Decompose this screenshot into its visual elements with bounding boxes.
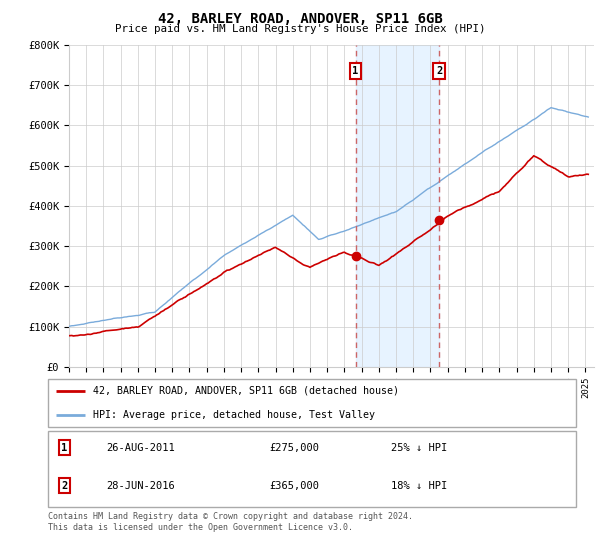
- Text: 28-JUN-2016: 28-JUN-2016: [106, 480, 175, 491]
- Text: 18% ↓ HPI: 18% ↓ HPI: [391, 480, 448, 491]
- Text: Price paid vs. HM Land Registry's House Price Index (HPI): Price paid vs. HM Land Registry's House …: [115, 24, 485, 34]
- Text: 1: 1: [352, 66, 359, 76]
- FancyBboxPatch shape: [48, 379, 576, 427]
- Text: 1: 1: [61, 443, 67, 453]
- Text: 2: 2: [61, 480, 67, 491]
- Text: 42, BARLEY ROAD, ANDOVER, SP11 6GB (detached house): 42, BARLEY ROAD, ANDOVER, SP11 6GB (deta…: [93, 385, 399, 395]
- Text: 26-AUG-2011: 26-AUG-2011: [106, 443, 175, 453]
- Text: Contains HM Land Registry data © Crown copyright and database right 2024.
This d: Contains HM Land Registry data © Crown c…: [48, 512, 413, 532]
- Text: 25% ↓ HPI: 25% ↓ HPI: [391, 443, 448, 453]
- Text: 2: 2: [436, 66, 442, 76]
- Text: £275,000: £275,000: [270, 443, 320, 453]
- Text: HPI: Average price, detached house, Test Valley: HPI: Average price, detached house, Test…: [93, 410, 375, 421]
- Text: 42, BARLEY ROAD, ANDOVER, SP11 6GB: 42, BARLEY ROAD, ANDOVER, SP11 6GB: [158, 12, 442, 26]
- Bar: [356, 45, 439, 367]
- Text: £365,000: £365,000: [270, 480, 320, 491]
- FancyBboxPatch shape: [48, 431, 576, 507]
